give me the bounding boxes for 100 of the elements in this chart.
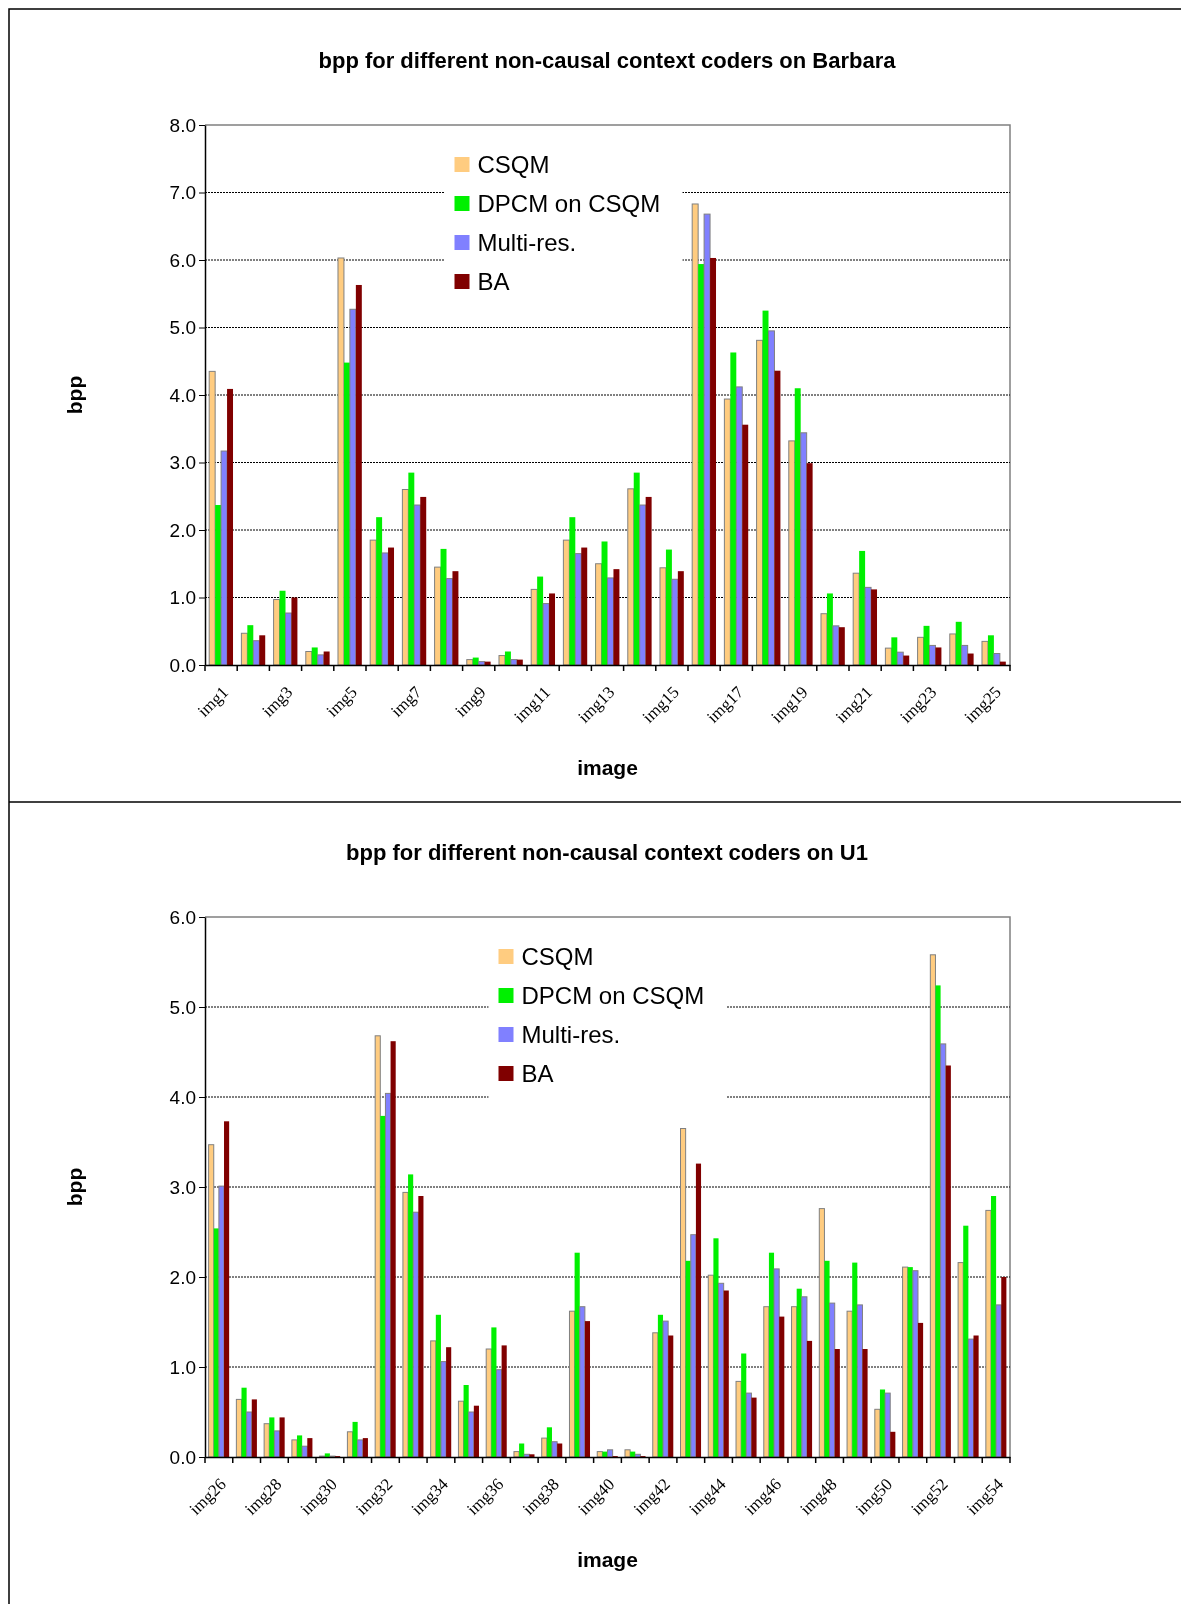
y-tick-label: 1.0 [169,1356,196,1378]
legend-label: DPCM on CSQM [521,982,705,1009]
y-tick-label: 2.0 [169,519,196,541]
bar [945,1065,951,1457]
bar [639,504,647,666]
bar [935,647,942,665]
bar [607,1449,614,1458]
bar [380,1115,386,1457]
bar [247,625,254,665]
x-axis-title: image [577,1548,638,1571]
bar [291,597,298,665]
bar [763,1306,770,1458]
bar [896,651,904,666]
bar [981,640,989,666]
legend-label: Multi-res. [521,1021,621,1048]
legend-label: CSQM [477,151,550,178]
bar [519,1443,525,1457]
bar [677,571,684,665]
bar [473,1405,479,1457]
bar [713,1238,719,1457]
bar [542,603,550,666]
bar [311,647,318,665]
y-tick-label: 4.0 [169,384,196,406]
bar [902,1266,909,1458]
bar [466,659,474,666]
bar [208,1144,215,1458]
bar [323,651,330,665]
bar [495,1369,503,1458]
bar [645,496,652,665]
bar [671,578,679,666]
bar [263,1423,270,1458]
bar [484,661,491,665]
bar [973,1335,979,1457]
bar [408,472,415,665]
bar [940,1043,947,1458]
bar [491,1327,497,1457]
bar [735,386,743,666]
y-tick-label: 5.0 [169,317,196,339]
bar [949,633,957,666]
legend-label: DPCM on CSQM [477,190,661,217]
bar [224,1121,230,1457]
bar [307,1438,313,1457]
bar [801,1296,808,1458]
bar [884,1392,891,1458]
bar [418,1196,424,1457]
bar [557,1443,563,1457]
bar [355,284,362,665]
bar [317,654,325,666]
bar [695,1163,702,1457]
bar [390,1041,396,1457]
y-tick-label: 0.0 [169,654,196,676]
bar [446,1347,452,1457]
bar [305,651,313,666]
bar [741,1353,747,1457]
y-tick-label: 8.0 [169,114,196,136]
bar [381,552,389,666]
legend-label: BA [477,268,510,295]
bar [408,1174,414,1457]
y-tick-label: 3.0 [169,1176,196,1198]
y-tick-label: 7.0 [169,182,196,204]
bar [574,553,582,666]
y-tick-label: 3.0 [169,452,196,474]
bar [756,339,764,666]
bar [710,257,717,665]
bar [624,1449,631,1458]
bar [273,1430,281,1458]
bar [220,450,228,666]
bar [430,1340,437,1458]
bar [735,1380,742,1458]
bar [690,1234,697,1458]
bar [852,1262,858,1457]
legend-label: Multi-res. [477,229,577,256]
bar [791,1306,798,1458]
bar [446,578,453,666]
bar [388,547,395,665]
bar [291,1439,298,1458]
legend-label: CSQM [521,943,594,970]
bar [955,621,962,665]
bar [834,1349,840,1457]
bar [829,1302,836,1458]
y-axis-title: bpp [63,375,86,415]
bar [718,1282,725,1458]
bar [478,661,486,666]
bar [774,370,781,665]
bar [279,1417,285,1457]
chart-title: bpp for different non-causal context coders on U1 [346,840,868,865]
bar [297,1435,303,1457]
chart-title: bpp for different non-causal context coders on Barbara [318,48,897,73]
bar [985,1209,992,1458]
bar [218,1185,225,1458]
bar [235,1398,242,1458]
bar [498,655,506,666]
bar [569,517,576,665]
bar [806,1340,813,1457]
bar [993,653,1001,666]
bar [903,655,910,665]
bar [273,599,281,666]
y-tick-label: 6.0 [169,906,196,928]
bar [346,1431,354,1458]
bar [935,985,941,1457]
